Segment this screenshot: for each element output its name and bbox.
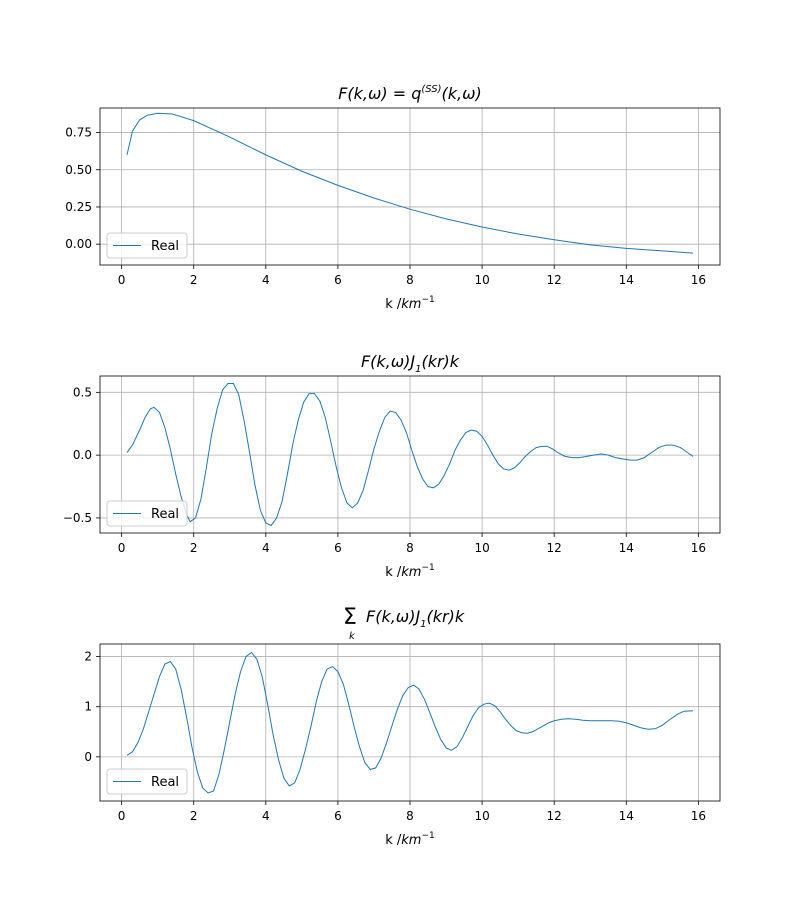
y-tick-label: 1: [84, 700, 92, 714]
y-tick-label: −0.5: [63, 511, 92, 525]
legend-box: [106, 232, 188, 259]
x-tick-label: 4: [262, 541, 270, 555]
x-tick-label: 8: [406, 809, 414, 823]
x-tick-label: 2: [190, 541, 198, 555]
subplot-1: F(k,ω) = q(SS)(k,ω) k /km−1 0 2 4 6 8 10 12 14 1…: [65, 84, 721, 312]
series-line-real: [126, 112, 694, 254]
axes-frame: [99, 643, 721, 802]
y-tick-label: 0.25: [65, 200, 92, 214]
subplot-3-xlabel: k /km−1: [385, 831, 435, 848]
x-tick-label: 4: [262, 809, 270, 823]
x-tick-label: 8: [406, 541, 414, 555]
y-tick-label: 0.0: [73, 448, 92, 462]
y-tick-label: 0.50: [65, 163, 92, 177]
y-tick-label: 2: [84, 650, 92, 664]
x-tick-label: 16: [691, 809, 706, 823]
x-tick-label: 10: [474, 809, 489, 823]
legend-box: [106, 768, 188, 795]
y-tick-label: 0.5: [73, 385, 92, 399]
subplot-2-xlabel: k /km−1: [385, 563, 435, 580]
x-tick-label: 10: [474, 273, 489, 287]
series-line-real: [126, 383, 694, 527]
legend: Real: [106, 500, 188, 527]
x-tick-label: 4: [262, 273, 270, 287]
legend-box: [106, 500, 188, 527]
x-tick-label: 2: [190, 273, 198, 287]
x-tick-label: 14: [619, 809, 634, 823]
subplot-2: F(k,ω)J1(kr)k k /km−1 0 2 4 6 8 10 12 14 16 −0.5 0…: [63, 352, 721, 580]
axes-frame: [99, 375, 721, 534]
legend-label: Real: [151, 775, 179, 790]
series-line-real: [126, 651, 693, 794]
x-tick-label: 10: [474, 541, 489, 555]
subplot-1-title: F(k,ω) = q(SS)(k,ω): [338, 84, 482, 103]
axes-frame: [99, 107, 721, 266]
y-tick-label: 0: [84, 750, 92, 764]
x-tick-label: 0: [118, 809, 126, 823]
x-tick-label: 12: [547, 809, 562, 823]
x-tick-label: 14: [619, 541, 634, 555]
y-tick-label: 0.00: [65, 237, 92, 251]
x-tick-label: 2: [190, 809, 198, 823]
x-tick-label: 8: [406, 273, 414, 287]
x-tick-label: 16: [691, 541, 706, 555]
y-tick-label: 0.75: [65, 126, 92, 140]
legend-label: Real: [151, 239, 179, 254]
x-tick-label: 16: [691, 273, 706, 287]
x-tick-label: 12: [547, 273, 562, 287]
x-tick-label: 14: [619, 273, 634, 287]
legend: Real: [106, 768, 188, 795]
x-tick-label: 0: [118, 541, 126, 555]
x-tick-label: 12: [547, 541, 562, 555]
subplot-1-xlabel: k /km−1: [385, 295, 435, 312]
x-tick-label: 0: [118, 273, 126, 287]
x-tick-label: 6: [334, 273, 342, 287]
legend: Real: [106, 232, 188, 259]
subplot-2-title: F(k,ω)J1(kr)k: [361, 352, 460, 375]
x-tick-label: 6: [334, 809, 342, 823]
x-tick-label: 6: [334, 541, 342, 555]
legend-label: Real: [151, 507, 179, 522]
